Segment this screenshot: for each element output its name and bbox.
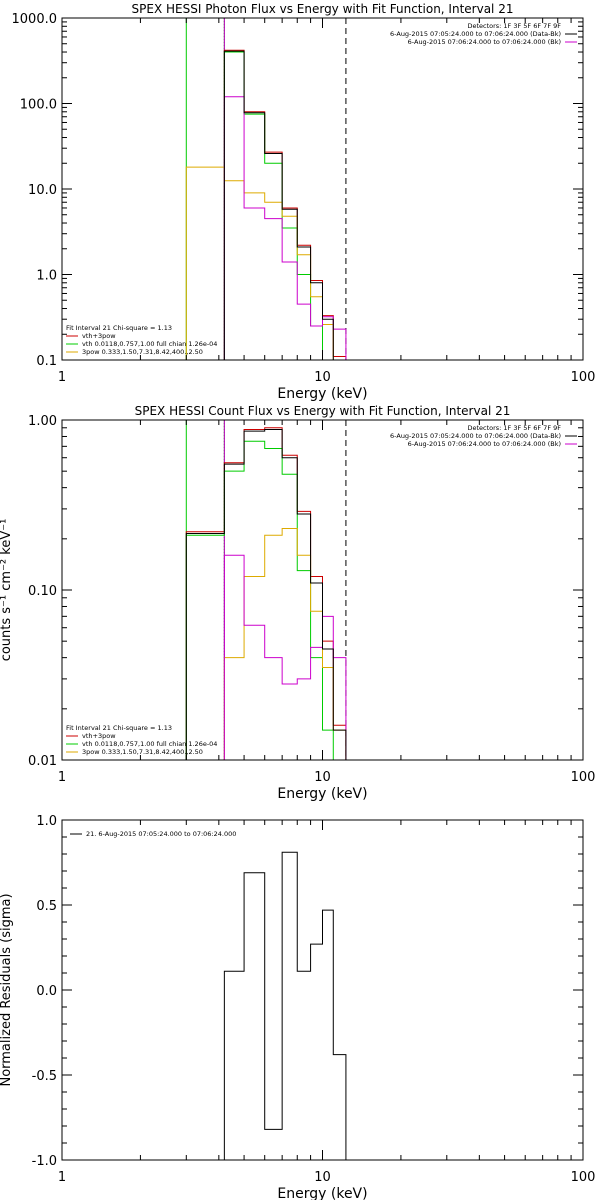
chart-panel-3: 1 10 100 Energy (keV) -1.0 -0.5 0.0 0.5 1.0 Norma… [0,814,595,1200]
legend-text: vth+3pow [82,732,116,740]
x-tick-label: 1 [58,770,66,785]
x-tick-label: 100 [571,1170,596,1185]
series-histogram-3 [185,166,346,360]
y-tick-label: 0.01 [28,754,57,769]
series-histogram-4 [223,554,347,760]
series-histogram-5 [223,50,346,360]
legend-text: 6-Aug-2015 07:05:24.000 to 07:06:24.000 … [390,30,561,38]
chart-panel-2: SPEX HESSI Count Flux vs Energy with Fit… [0,404,595,802]
x-tick-label: 10 [314,770,331,785]
series-histogram-3 [223,528,347,760]
legend-text: Fit Interval 21 Chi-square = 1.13 [66,324,172,332]
legend-text: Detectors: 1F 3F 5F 6F 7F 9F [467,22,561,30]
legend-text: Fit Interval 21 Chi-square = 1.13 [66,724,172,732]
chart-title: SPEX HESSI Photon Flux vs Energy with Fi… [132,2,514,16]
y-tick-label: 100.0 [20,98,57,113]
chart-panel-1: SPEX HESSI Photon Flux vs Energy with Fi… [12,2,596,402]
y-tick-label: 0.10 [28,584,57,599]
x-axis-label: Energy (keV) [277,786,367,802]
legend-text: vth 0.0118,0.757,1.00 full chian 1.26e-0… [82,340,217,348]
legend-text: vth 0.0118,0.757,1.00 full chian 1.26e-0… [82,740,217,748]
y-tick-label: 1.0 [36,269,57,284]
x-tick-label: 100 [571,370,596,385]
series-histogram-2 [185,440,346,760]
x-axis-label: Energy (keV) [277,1186,367,1200]
legend-text: Detectors: 1F 3F 5F 6F 7F 9F [467,424,561,432]
y-tick-label: 1000.0 [12,12,58,27]
x-tick-label: 10 [314,370,331,385]
y-tick-label: 10.0 [28,183,57,198]
plot-area [223,851,347,1160]
y-tick-label: 0.0 [36,984,57,999]
y-tick-label: -1.0 [32,1154,57,1169]
series-histogram-1 [223,851,347,1160]
plot-area [185,420,347,760]
legend-text: 6-Aug-2015 07:06:24.000 to 07:06:24.000 … [408,440,561,448]
plot-area [185,18,347,360]
legend-text: vth+3pow [82,332,116,340]
legend-text: 3pow 0.333,1.50,7.31,8.42,400.,2.50 [82,348,203,356]
y-tick-label: -0.5 [32,1069,57,1084]
legend-text: 3pow 0.333,1.50,7.31,8.42,400.,2.50 [82,748,203,756]
y-tick-label: 1.00 [28,414,57,429]
legend-text: 21. 6-Aug-2015 07:05:24.000 to 07:06:24.… [86,830,236,838]
x-tick-label: 1 [58,1170,66,1185]
legend-text: 6-Aug-2015 07:06:24.000 to 07:06:24.000 … [408,38,561,46]
y-tick-label: 1.0 [36,814,57,829]
x-tick-label: 1 [58,370,66,385]
x-tick-label: 100 [571,770,596,785]
series-histogram-1 [185,427,347,760]
y-tick-label: 0.5 [36,899,57,914]
y-tick-label: 0.1 [36,354,57,369]
y-axis-label: Normalized Residuals (sigma) [0,893,14,1086]
series-histogram-2 [223,51,346,360]
x-tick-label: 10 [314,1170,331,1185]
axes-frame [61,819,584,1161]
x-axis-label: Energy (keV) [277,386,367,402]
legend-text: 6-Aug-2015 07:05:24.000 to 07:06:24.000 … [390,432,561,440]
chart-title: SPEX HESSI Count Flux vs Energy with Fit… [135,404,511,418]
y-axis-label: counts s⁻¹ cm⁻² keV⁻¹ [0,519,14,662]
series-histogram-5 [185,428,347,760]
